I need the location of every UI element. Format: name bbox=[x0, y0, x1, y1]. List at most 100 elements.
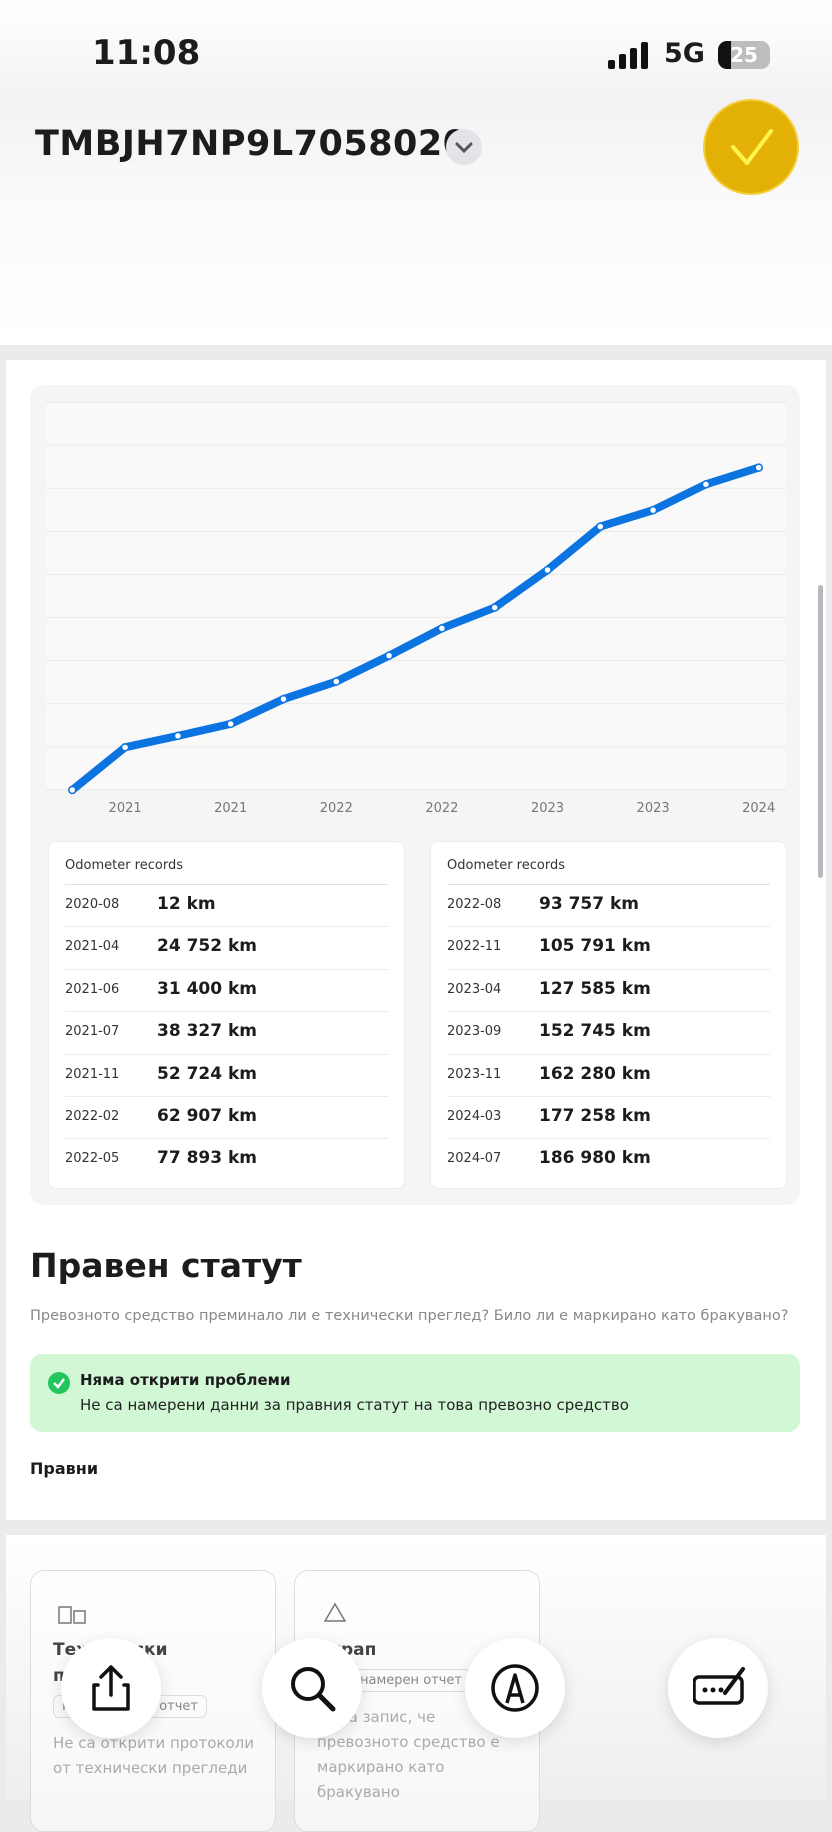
share-button[interactable] bbox=[61, 1638, 161, 1738]
battery: 25 bbox=[718, 41, 770, 69]
signal-icon bbox=[608, 42, 648, 69]
data-point bbox=[279, 694, 288, 704]
inspection-icon bbox=[58, 1606, 86, 1624]
data-point bbox=[68, 785, 77, 795]
data-point bbox=[648, 505, 658, 515]
table-row: 2023-11 162 280 km bbox=[447, 1053, 770, 1097]
record-km: 152 745 km bbox=[539, 1021, 651, 1042]
section-title: Правен статут bbox=[30, 1246, 302, 1285]
header-area bbox=[0, 0, 832, 345]
data-point bbox=[437, 624, 447, 633]
record-date: 2023-04 bbox=[447, 981, 502, 997]
record-date: 2022-02 bbox=[65, 1109, 120, 1124]
record-km: 77 893 km bbox=[157, 1148, 257, 1169]
table-title: Odometer records bbox=[65, 858, 183, 873]
scrollbar bbox=[818, 585, 823, 878]
record-km: 93 757 km bbox=[539, 894, 639, 914]
battery-text: 25 bbox=[730, 43, 758, 67]
record-date: 2020-08 bbox=[65, 897, 120, 912]
x-tick-label: 2024 bbox=[742, 801, 775, 816]
table-row: 2020-08 12 km bbox=[65, 884, 388, 927]
markup-icon bbox=[491, 1664, 539, 1712]
odometer-table: Odometer records 2022-08 93 757 km 2022-11 1… bbox=[430, 841, 787, 1189]
data-line bbox=[68, 463, 763, 794]
record-km: 62 907 km bbox=[157, 1106, 257, 1126]
data-point bbox=[173, 731, 183, 741]
table-row: 2022-05 77 893 km bbox=[65, 1138, 388, 1181]
x-tick-label: 2023 bbox=[531, 801, 564, 816]
dropdown-button[interactable] bbox=[446, 129, 482, 165]
record-date: 2022-05 bbox=[65, 1151, 120, 1167]
record-date: 2022-08 bbox=[447, 897, 502, 912]
network: 5G bbox=[664, 38, 705, 69]
signature-icon bbox=[693, 1667, 745, 1705]
record-km: 52 724 km bbox=[157, 1063, 257, 1084]
x-tick-label: 2023 bbox=[637, 801, 670, 816]
table-row: 2023-09 152 745 km bbox=[447, 1011, 770, 1054]
status-title: Няма открити проблеми bbox=[80, 1371, 291, 1389]
status-box: Няма открити проблеми Не са намерени дан… bbox=[30, 1354, 800, 1432]
search-icon bbox=[291, 1667, 336, 1712]
odometer-chart: 2021 2021 2022 2022 2023 2023 2024 bbox=[46, 401, 786, 816]
vin: TMBJH7NP9L7058020 bbox=[35, 124, 468, 164]
search-button[interactable] bbox=[262, 1638, 362, 1738]
record-km: 24 752 km bbox=[157, 936, 257, 957]
record-km: 38 327 km bbox=[157, 1021, 257, 1042]
record-date: 2021-06 bbox=[65, 981, 120, 997]
table-row: 2022-02 62 907 km bbox=[65, 1096, 388, 1139]
data-point bbox=[596, 522, 605, 531]
confirm-button[interactable] bbox=[705, 101, 797, 193]
table-row: 2021-06 31 400 km bbox=[65, 968, 388, 1012]
x-tick-label: 2021 bbox=[109, 801, 142, 816]
plot-area bbox=[46, 402, 786, 790]
ok-icon bbox=[48, 1372, 70, 1394]
battery-level bbox=[718, 41, 731, 69]
record-km: 177 258 km bbox=[539, 1106, 651, 1126]
record-km: 31 400 km bbox=[157, 978, 257, 999]
table-row: 2023-04 127 585 km bbox=[447, 968, 770, 1012]
record-km: 105 791 km bbox=[539, 936, 651, 957]
status-text: Не са намерени данни за правния статут н… bbox=[80, 1396, 629, 1414]
card-text: Не са открити протоколи от технически пр… bbox=[53, 1734, 254, 1777]
chevron-icon bbox=[455, 142, 473, 154]
share-icon bbox=[92, 1665, 130, 1711]
record-km: 12 km bbox=[157, 894, 216, 914]
table-title: Odometer records bbox=[447, 858, 565, 873]
table-row: 2024-07 186 980 km bbox=[447, 1138, 770, 1181]
record-date: 2021-11 bbox=[65, 1066, 120, 1082]
data-point bbox=[120, 743, 130, 752]
x-tick-label: 2022 bbox=[425, 801, 458, 816]
data-point bbox=[332, 677, 341, 686]
data-point bbox=[754, 463, 763, 472]
data-point bbox=[384, 651, 394, 660]
x-tick-label: 2022 bbox=[320, 801, 353, 816]
record-km: 186 980 km bbox=[539, 1148, 651, 1169]
data-point bbox=[701, 480, 711, 489]
recycle-icon bbox=[323, 1602, 347, 1622]
record-date: 2022-11 bbox=[447, 939, 502, 955]
record-date: 2023-09 bbox=[447, 1024, 502, 1040]
table-row: 2024-03 177 258 km bbox=[447, 1096, 770, 1139]
data-point bbox=[490, 603, 499, 612]
data-point bbox=[226, 719, 235, 729]
check-icon bbox=[731, 129, 773, 165]
table-row: 2021-11 52 724 km bbox=[65, 1053, 388, 1097]
x-tick-label: 2021 bbox=[214, 801, 247, 816]
record-date: 2023-11 bbox=[447, 1066, 502, 1082]
section-label: Правни bbox=[30, 1459, 99, 1478]
table-row: 2022-08 93 757 km bbox=[447, 884, 770, 927]
signature-button[interactable] bbox=[668, 1638, 768, 1738]
table-row: 2021-07 38 327 km bbox=[65, 1011, 388, 1054]
odometer-table: Odometer records 2020-08 12 km 2021-04 24 75… bbox=[48, 841, 405, 1189]
table-row: 2021-04 24 752 km bbox=[65, 926, 388, 969]
record-date: 2024-07 bbox=[447, 1151, 502, 1167]
record-date: 2024-03 bbox=[447, 1109, 502, 1124]
record-date: 2021-07 bbox=[65, 1024, 120, 1040]
record-km: 162 280 km bbox=[539, 1063, 651, 1084]
data-point bbox=[543, 565, 552, 575]
markup-button[interactable] bbox=[465, 1638, 565, 1738]
section-subtitle: Превозното средство преминало ли е техни… bbox=[30, 1308, 789, 1324]
record-km: 127 585 km bbox=[539, 978, 651, 999]
time: 11:08 bbox=[92, 33, 201, 73]
